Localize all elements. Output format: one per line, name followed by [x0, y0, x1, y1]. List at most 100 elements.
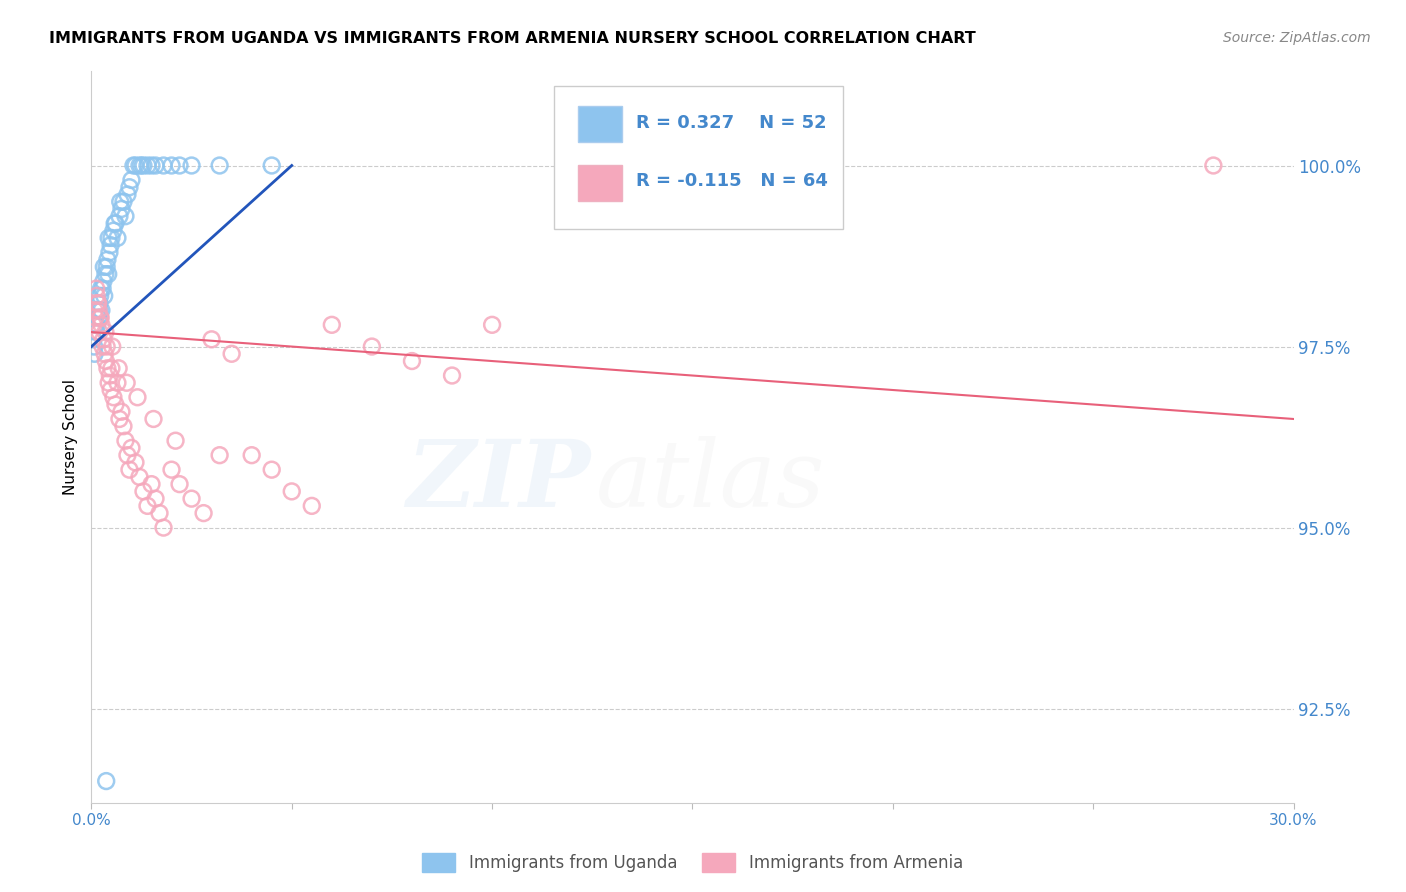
Point: [121, 173, 143, 187]
Point: [110, 194, 132, 209]
Point: [90, 303, 112, 318]
Point: [152, 159, 174, 173]
Point: [100, 383, 122, 397]
Point: [94, 325, 117, 339]
Point: [90, 318, 112, 332]
Point: [93, 289, 115, 303]
Point: [93, 274, 115, 288]
Point: [93, 332, 115, 346]
Point: [145, 491, 167, 506]
Point: [91, 340, 114, 354]
Point: [301, 499, 323, 513]
Point: [100, 231, 122, 245]
Point: [86, 289, 108, 303]
Point: [122, 159, 145, 173]
Point: [89, 296, 111, 310]
Point: [145, 159, 167, 173]
Point: [136, 159, 159, 173]
Point: [152, 520, 174, 534]
Point: [118, 463, 141, 477]
Point: [112, 194, 135, 209]
Point: [260, 159, 283, 173]
Point: [96, 252, 118, 267]
Point: [96, 361, 118, 376]
Point: [281, 484, 304, 499]
Point: [93, 347, 115, 361]
Point: [481, 318, 503, 332]
Point: [89, 325, 111, 339]
Point: [201, 332, 224, 346]
Point: [180, 491, 202, 506]
Point: [86, 318, 108, 332]
Text: ZIP: ZIP: [406, 436, 591, 526]
Point: [321, 318, 343, 332]
Point: [103, 224, 125, 238]
Point: [160, 159, 183, 173]
Point: [360, 340, 382, 354]
Point: [83, 340, 105, 354]
Point: [112, 419, 135, 434]
Point: [98, 368, 121, 383]
Point: [221, 347, 243, 361]
Point: [141, 477, 163, 491]
Point: [128, 159, 150, 173]
Point: [91, 282, 114, 296]
Point: [82, 332, 104, 346]
Point: [90, 310, 112, 325]
Point: [180, 159, 202, 173]
Point: [101, 340, 124, 354]
Point: [110, 202, 132, 216]
Point: [87, 296, 110, 310]
Text: R = -0.115   N = 64: R = -0.115 N = 64: [636, 172, 828, 190]
Point: [98, 245, 121, 260]
Point: [401, 354, 423, 368]
Point: [141, 159, 163, 173]
Point: [132, 484, 155, 499]
Point: [96, 774, 118, 789]
Point: [94, 267, 117, 281]
Point: [93, 260, 115, 274]
Point: [260, 463, 283, 477]
Point: [104, 397, 127, 411]
Point: [82, 318, 104, 332]
Point: [160, 463, 183, 477]
Point: [100, 361, 122, 376]
Point: [94, 354, 117, 368]
Point: [114, 434, 136, 448]
Point: [441, 368, 464, 383]
Point: [124, 455, 146, 469]
Point: [117, 187, 139, 202]
Text: R = 0.327    N = 52: R = 0.327 N = 52: [636, 113, 827, 131]
Point: [89, 289, 111, 303]
Point: [97, 267, 120, 281]
Text: Source: ZipAtlas.com: Source: ZipAtlas.com: [1223, 31, 1371, 45]
Point: [100, 238, 122, 252]
Point: [84, 310, 107, 325]
Point: [208, 448, 231, 462]
Point: [104, 216, 127, 230]
Point: [131, 159, 153, 173]
Point: [84, 318, 107, 332]
Point: [107, 231, 129, 245]
Point: [96, 260, 118, 274]
Point: [148, 506, 170, 520]
Point: [86, 296, 108, 310]
Point: [108, 412, 131, 426]
Point: [118, 180, 141, 194]
Point: [96, 340, 118, 354]
Point: [108, 209, 131, 223]
Point: [193, 506, 215, 520]
Point: [103, 390, 125, 404]
Point: [87, 303, 110, 318]
Point: [83, 347, 105, 361]
Point: [165, 434, 187, 448]
Point: [208, 159, 231, 173]
Point: [240, 448, 263, 462]
FancyBboxPatch shape: [578, 106, 621, 143]
Point: [90, 282, 112, 296]
Point: [97, 376, 120, 390]
Point: [84, 325, 107, 339]
Point: [121, 441, 143, 455]
Point: [169, 159, 191, 173]
Point: [127, 390, 149, 404]
